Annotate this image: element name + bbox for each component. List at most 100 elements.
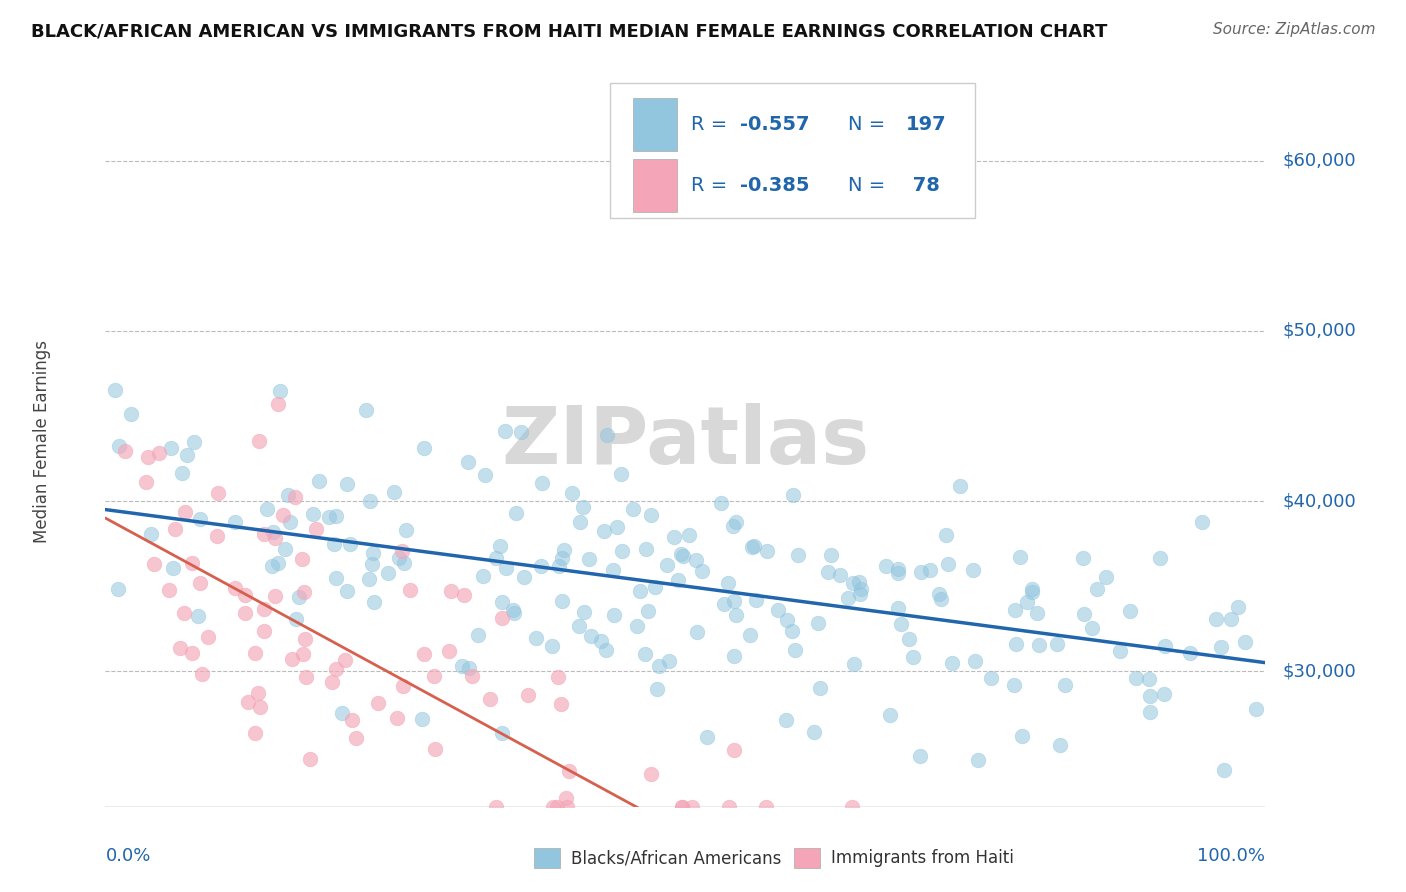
- Point: [1149, 550, 1171, 565]
- Point: [256, 502, 278, 516]
- Point: [291, 552, 314, 566]
- Point: [610, 544, 633, 558]
- Point: [357, 572, 380, 586]
- Point: [1234, 635, 1257, 649]
- Point: [551, 594, 574, 608]
- Point: [574, 605, 596, 619]
- Point: [543, 800, 565, 814]
- Point: [207, 486, 229, 500]
- Point: [278, 515, 301, 529]
- Point: [621, 501, 644, 516]
- Point: [1049, 738, 1071, 752]
- Point: [603, 607, 626, 622]
- Point: [188, 575, 211, 590]
- Point: [644, 580, 666, 594]
- Point: [246, 685, 269, 699]
- Point: [176, 448, 198, 462]
- Point: [963, 654, 986, 668]
- Point: [578, 552, 600, 566]
- Point: [666, 573, 689, 587]
- Point: [423, 668, 446, 682]
- Point: [841, 800, 863, 814]
- Point: [579, 629, 602, 643]
- Point: [412, 647, 434, 661]
- Point: [330, 706, 353, 720]
- Point: [354, 403, 377, 417]
- Point: [325, 571, 347, 585]
- Point: [780, 624, 803, 638]
- Point: [1021, 582, 1043, 596]
- Point: [640, 508, 662, 523]
- Point: [1046, 637, 1069, 651]
- Point: [1191, 516, 1213, 530]
- Point: [550, 697, 572, 711]
- Point: [262, 558, 284, 573]
- Point: [547, 670, 569, 684]
- Point: [740, 627, 762, 641]
- Point: [657, 558, 679, 572]
- Point: [669, 547, 692, 561]
- Point: [1137, 673, 1160, 687]
- Text: N =: N =: [848, 115, 891, 135]
- Point: [457, 661, 479, 675]
- Point: [266, 556, 288, 570]
- Point: [253, 527, 276, 541]
- Point: [848, 574, 870, 589]
- Point: [555, 800, 578, 814]
- Text: 197: 197: [905, 115, 946, 135]
- Point: [162, 561, 184, 575]
- Point: [546, 800, 568, 814]
- Point: [253, 602, 276, 616]
- Point: [744, 593, 766, 607]
- Point: [1085, 582, 1108, 596]
- Point: [830, 568, 852, 582]
- Text: $30,000: $30,000: [1282, 662, 1357, 681]
- Text: -0.385: -0.385: [740, 176, 810, 195]
- Point: [808, 681, 831, 695]
- Point: [1028, 638, 1050, 652]
- Point: [658, 654, 681, 668]
- Point: [450, 659, 472, 673]
- Point: [1125, 671, 1147, 685]
- Point: [1004, 603, 1026, 617]
- Point: [844, 657, 866, 671]
- Point: [169, 640, 191, 655]
- Point: [453, 588, 475, 602]
- Point: [530, 475, 553, 490]
- Point: [280, 652, 302, 666]
- Point: [472, 569, 495, 583]
- Point: [1095, 570, 1118, 584]
- Point: [247, 434, 270, 448]
- Point: [606, 520, 628, 534]
- Point: [284, 490, 307, 504]
- Point: [742, 539, 765, 553]
- Point: [264, 531, 287, 545]
- Point: [807, 615, 830, 630]
- Point: [513, 570, 536, 584]
- Point: [596, 428, 619, 442]
- Point: [887, 562, 910, 576]
- Point: [755, 800, 778, 814]
- Point: [344, 731, 367, 745]
- Point: [170, 466, 193, 480]
- Point: [725, 607, 748, 622]
- Point: [967, 753, 990, 767]
- Point: [723, 743, 745, 757]
- Point: [382, 484, 405, 499]
- Point: [898, 632, 921, 647]
- FancyBboxPatch shape: [610, 83, 976, 219]
- Point: [686, 624, 709, 639]
- Point: [188, 512, 211, 526]
- Point: [776, 613, 799, 627]
- Point: [755, 544, 778, 558]
- Point: [491, 595, 513, 609]
- Point: [377, 566, 399, 580]
- Point: [148, 446, 170, 460]
- Text: Immigrants from Haiti: Immigrants from Haiti: [831, 849, 1014, 867]
- Point: [842, 576, 865, 591]
- Point: [941, 657, 963, 671]
- Point: [359, 494, 381, 508]
- Point: [412, 442, 434, 456]
- Point: [510, 425, 533, 439]
- Point: [1011, 730, 1033, 744]
